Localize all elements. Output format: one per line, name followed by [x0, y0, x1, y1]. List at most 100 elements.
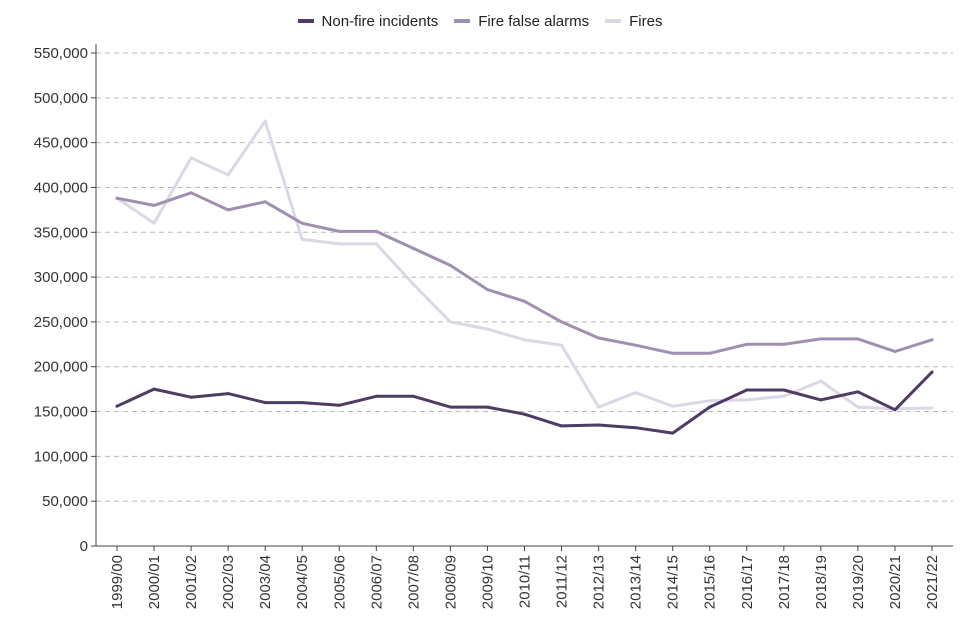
legend-label: Non-fire incidents [321, 12, 439, 30]
data-point-non-fire-incidents [523, 412, 526, 416]
data-point-fire-false-alarms [189, 191, 193, 195]
data-point-fire-false-alarms [300, 221, 304, 225]
data-point-non-fire-incidents [745, 388, 749, 392]
y-tick-label: 500,000 [34, 90, 88, 107]
data-point-non-fire-incidents [930, 370, 934, 374]
series-line-non-fire-incidents [115, 370, 934, 435]
data-point-non-fire-incidents [374, 394, 378, 398]
data-point-fires [745, 398, 749, 402]
y-tick-label: 50,000 [42, 493, 88, 510]
legend-item: Fire false alarms [454, 13, 589, 30]
x-tick-label: 2014/15 [665, 555, 682, 609]
x-tick-label: 2001/02 [183, 555, 200, 609]
data-point-non-fire-incidents [337, 403, 341, 407]
y-tick-label: 100,000 [34, 448, 88, 465]
data-point-non-fire-incidents [115, 404, 119, 408]
x-tick-label: 2002/03 [220, 555, 237, 609]
x-tick-label: 2013/14 [628, 555, 645, 609]
data-point-non-fire-incidents [597, 423, 601, 427]
data-point-non-fire-incidents [819, 398, 823, 402]
data-point-fires [300, 237, 304, 241]
y-tick-label: 200,000 [34, 359, 88, 376]
chart-legend: Non-fire incidents Fire false alarms Fires [0, 8, 960, 34]
data-point-fires [485, 327, 489, 331]
data-point-fires [263, 119, 267, 123]
y-tick-label: 350,000 [34, 224, 88, 241]
data-point-non-fire-incidents [411, 394, 415, 398]
data-point-fires [597, 405, 601, 409]
data-point-fires [819, 379, 823, 383]
data-point-fire-false-alarms [671, 351, 675, 355]
data-point-fire-false-alarms [152, 203, 156, 207]
data-point-non-fire-incidents [485, 405, 489, 409]
x-tick-label: 2021/22 [924, 555, 941, 609]
data-point-fires [189, 156, 193, 160]
x-tick-label: 2016/17 [739, 555, 756, 609]
legend-swatch [605, 19, 622, 23]
data-point-fire-false-alarms [560, 320, 564, 324]
data-point-non-fire-incidents [152, 387, 156, 391]
data-point-fire-false-alarms [708, 351, 712, 355]
x-tick-label: 2003/04 [257, 555, 274, 609]
y-tick-label: 250,000 [34, 314, 88, 331]
data-point-fire-false-alarms [115, 196, 119, 200]
x-tick-label: 2007/08 [405, 555, 422, 609]
data-point-fires [856, 405, 860, 409]
data-point-fires [782, 394, 786, 398]
data-point-fire-false-alarms [597, 336, 601, 340]
y-tick-label: 450,000 [34, 135, 88, 152]
data-point-non-fire-incidents [300, 401, 304, 405]
series-line-fires [115, 119, 934, 411]
legend-item: Non-fire incidents [297, 12, 439, 30]
data-point-fire-false-alarms [856, 337, 860, 341]
x-tick-label: 2019/20 [850, 555, 867, 609]
y-tick-label: 150,000 [34, 404, 88, 421]
x-tick-label: 2018/19 [813, 555, 830, 609]
x-tick-label: 2011/12 [554, 555, 571, 608]
data-point-fire-false-alarms [485, 288, 489, 292]
legend-label: Fires [629, 12, 663, 30]
data-point-fire-false-alarms [411, 246, 415, 250]
data-point-fire-false-alarms [337, 229, 341, 233]
data-point-fires [708, 399, 712, 403]
data-point-non-fire-incidents [560, 424, 564, 428]
series-line-fire-false-alarms [115, 191, 934, 355]
x-tick-label: 2010/11 [517, 555, 534, 608]
data-point-fire-false-alarms [226, 208, 230, 212]
data-point-non-fire-incidents [226, 392, 230, 396]
x-tick-label: 2012/13 [591, 555, 608, 609]
data-point-non-fire-incidents [856, 390, 860, 394]
data-point-fire-false-alarms [745, 342, 749, 346]
x-tick-label: 2006/07 [368, 555, 385, 609]
data-point-non-fire-incidents [189, 395, 193, 399]
legend-swatch [297, 19, 314, 23]
data-point-fire-false-alarms [448, 263, 452, 267]
data-point-fires [226, 173, 230, 177]
data-point-fire-false-alarms [374, 229, 378, 233]
data-point-fires [411, 282, 415, 286]
x-tick-label: 2008/09 [442, 555, 459, 609]
data-point-non-fire-incidents [448, 405, 452, 409]
x-tick-label: 2004/05 [294, 555, 311, 609]
x-tick-label: 2020/21 [887, 555, 904, 609]
y-tick-label: 400,000 [34, 179, 88, 196]
data-point-fires [560, 343, 564, 347]
data-point-fires [152, 221, 156, 225]
y-tick-label: 550,000 [34, 45, 88, 62]
y-tick-label: 300,000 [34, 269, 88, 286]
data-point-non-fire-incidents [634, 426, 638, 430]
legend-item: Fires [605, 13, 662, 30]
y-tick-label: 0 [80, 538, 88, 555]
data-point-fires [374, 242, 378, 246]
data-point-fire-false-alarms [893, 349, 897, 353]
x-tick-label: 2017/18 [776, 555, 793, 609]
x-tick-label: 2000/01 [146, 555, 163, 609]
data-point-fire-false-alarms [523, 299, 526, 303]
data-point-fires [634, 391, 638, 395]
data-point-fire-false-alarms [263, 200, 267, 204]
x-tick-label: 2009/10 [479, 555, 496, 609]
data-point-fires [930, 406, 934, 410]
data-point-non-fire-incidents [893, 408, 897, 412]
data-point-fire-false-alarms [930, 338, 934, 342]
